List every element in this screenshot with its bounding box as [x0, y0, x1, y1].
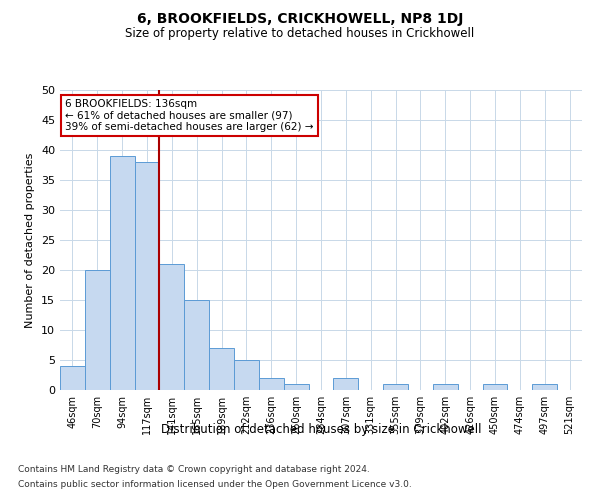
- Text: 6 BROOKFIELDS: 136sqm
← 61% of detached houses are smaller (97)
39% of semi-deta: 6 BROOKFIELDS: 136sqm ← 61% of detached …: [65, 99, 314, 132]
- Y-axis label: Number of detached properties: Number of detached properties: [25, 152, 35, 328]
- Bar: [160, 264, 184, 390]
- Bar: [334, 378, 358, 390]
- Text: Contains public sector information licensed under the Open Government Licence v3: Contains public sector information licen…: [18, 480, 412, 489]
- Bar: [60, 366, 85, 390]
- Text: Size of property relative to detached houses in Crickhowell: Size of property relative to detached ho…: [125, 28, 475, 40]
- Bar: [85, 270, 110, 390]
- Bar: [134, 162, 160, 390]
- Bar: [259, 378, 284, 390]
- Bar: [284, 384, 308, 390]
- Bar: [482, 384, 508, 390]
- Bar: [383, 384, 408, 390]
- Bar: [433, 384, 458, 390]
- Text: 6, BROOKFIELDS, CRICKHOWELL, NP8 1DJ: 6, BROOKFIELDS, CRICKHOWELL, NP8 1DJ: [137, 12, 463, 26]
- Text: Distribution of detached houses by size in Crickhowell: Distribution of detached houses by size …: [161, 422, 481, 436]
- Bar: [532, 384, 557, 390]
- Bar: [110, 156, 134, 390]
- Bar: [234, 360, 259, 390]
- Bar: [184, 300, 209, 390]
- Bar: [209, 348, 234, 390]
- Text: Contains HM Land Registry data © Crown copyright and database right 2024.: Contains HM Land Registry data © Crown c…: [18, 465, 370, 474]
